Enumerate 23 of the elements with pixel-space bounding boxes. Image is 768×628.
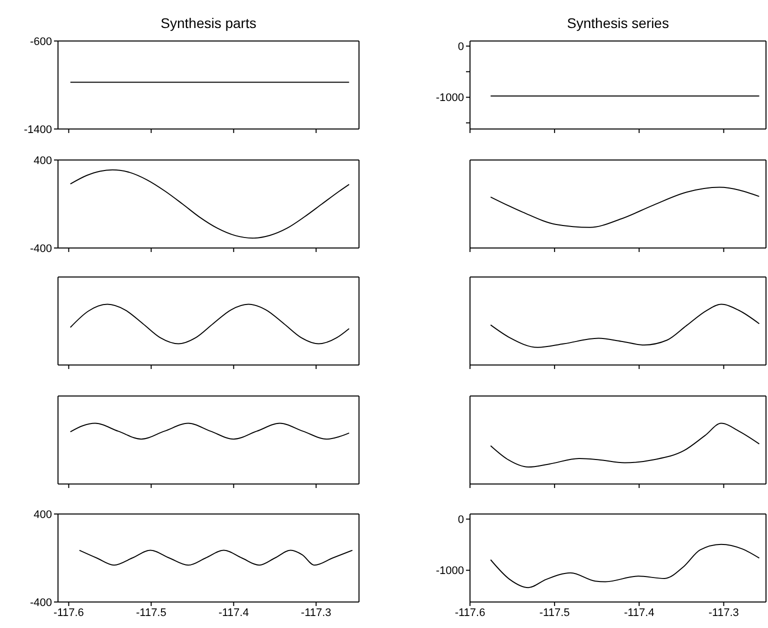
- y-tick-label: 400: [34, 508, 52, 521]
- x-tick-label: -117.3: [708, 606, 739, 619]
- y-tick-label: 0: [458, 41, 464, 54]
- line-series: [490, 544, 760, 588]
- y-tick-label: 0: [458, 514, 464, 526]
- y-tick-label: -400: [30, 242, 52, 255]
- x-tick-label: -117.4: [218, 606, 249, 619]
- x-tick-label: -117.6: [54, 606, 84, 619]
- x-tick-label: -117.6: [454, 606, 486, 619]
- x-tick-label: -117.5: [136, 606, 166, 619]
- y-tick-label: -400: [30, 596, 52, 609]
- chart-title: Synthesis series: [566, 15, 670, 31]
- x-tick-label: -117.4: [624, 606, 654, 619]
- x-tick-label: -117.5: [539, 606, 570, 619]
- y-tick-label: -1000: [436, 565, 464, 578]
- chart-title: Synthesis parts: [160, 15, 258, 31]
- x-tick-label: -117.3: [300, 606, 332, 619]
- y-tick-label: -600: [30, 36, 52, 48]
- line-series: [78, 550, 353, 566]
- y-tick-label: -1400: [24, 124, 52, 136]
- y-tick-label: 400: [34, 154, 52, 167]
- line-series: [70, 169, 350, 239]
- y-tick-label: -1000: [436, 92, 464, 104]
